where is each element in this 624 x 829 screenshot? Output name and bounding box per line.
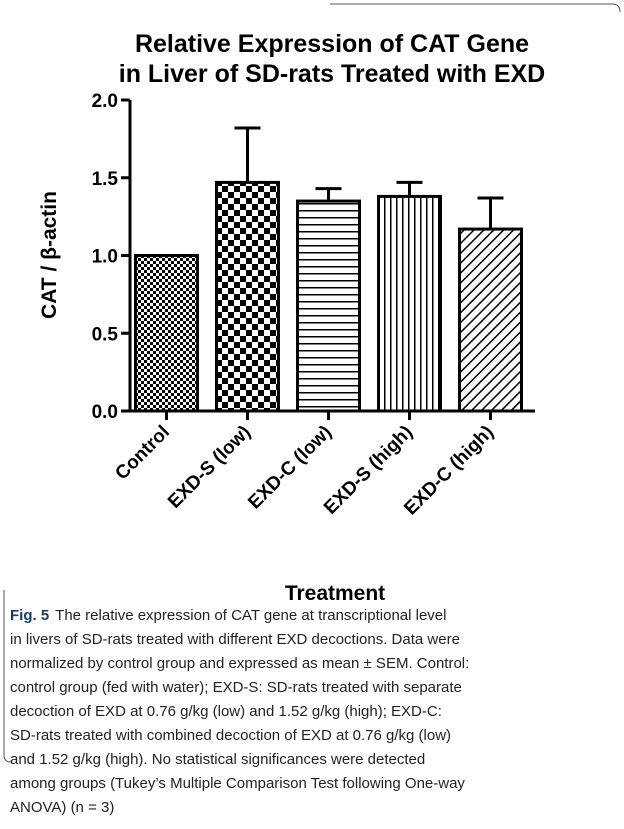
caption-line: and 1.52 g/kg (high). No statistical sig… [10,751,425,768]
x-tick-label: EXD-S (low) [164,422,255,513]
bar [296,199,361,413]
caption-line: control group (fed with water); EXD-S: S… [10,679,462,696]
frame [3,3,621,763]
caption-line: Fig. 5 The relative expression of CAT gen… [10,607,446,624]
caption-line: decoction of EXD at 0.76 g/kg (low) and … [10,703,442,720]
bar [134,254,199,413]
caption-text: The relative expression of CAT gene at t… [55,607,446,624]
bar [215,180,280,413]
caption-line: SD-rats treated with combined decoction … [10,727,451,744]
chart-title: Relative Expression of CAT Gene [135,30,529,58]
x-axis-label: Treatment [285,582,385,605]
caption-line: among groups (Tukey’s Multiple Compariso… [10,775,465,792]
caption-label: Fig. 5 [10,607,49,624]
y-axis-label: CAT / β-actin [38,191,61,319]
chart-title: in Liver of SD-rats Treated with EXD [119,60,545,88]
bar [458,227,523,413]
caption-line: ANOVA) (n = 3) [10,799,114,816]
caption-line: in livers of SD-rats treated with differ… [10,631,460,648]
y-tick-label: 0.0 [92,402,118,423]
y-tick-label: 1.0 [92,247,118,268]
y-tick-label: 2.0 [92,91,118,112]
bar [377,194,442,413]
x-tick-label: Control [111,422,174,485]
y-tick-label: 0.5 [92,324,119,345]
x-tick-label: EXD-C (low) [244,422,336,514]
caption-line: normalized by control group and expresse… [10,655,469,672]
y-tick-label: 1.5 [92,169,119,190]
